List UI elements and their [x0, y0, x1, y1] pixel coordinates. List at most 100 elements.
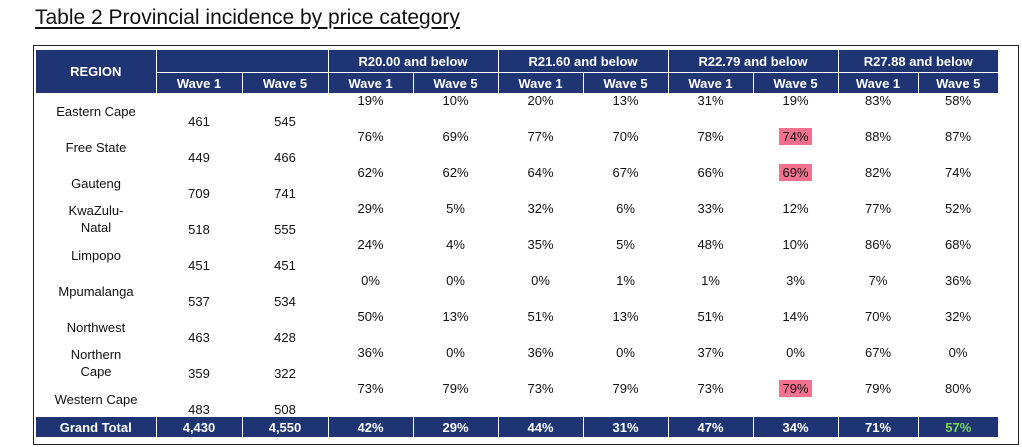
- percentage-cell: 1%: [616, 273, 635, 288]
- percentage-cell: 0%: [616, 345, 635, 360]
- table-row: Northern Cape 359 322 36% 0% 36% 0% 37% 0% 67% 0%: [36, 345, 998, 381]
- percentage-cell: 36%: [357, 345, 384, 360]
- percentage-cell: 4%: [446, 237, 465, 252]
- region-name-line: Northwest: [66, 319, 126, 335]
- wave1-header: Wave 1: [837, 72, 918, 93]
- population-cell: 537: [188, 294, 210, 309]
- provincial-incidence-table: REGION R20.00 and below R21.60 and below…: [36, 50, 998, 437]
- wave1-header: Wave 1: [497, 72, 583, 93]
- population-cell: 545: [274, 114, 296, 129]
- table-row: KwaZulu- Natal 518 555 29% 5% 32% 6% 33% 12% 77% 52…: [36, 201, 998, 237]
- table-row: Gauteng 709 741 62% 62% 64% 67% 66% 69% 82% 74%: [36, 164, 998, 201]
- population-cell: 451: [274, 258, 296, 273]
- percentage-cell: 36%: [944, 273, 972, 288]
- percentage-cell: 62%: [357, 165, 384, 180]
- population-cell: 463: [188, 330, 210, 345]
- percentage-cell: 29%: [357, 201, 384, 216]
- total-cell: 4,550: [241, 417, 328, 437]
- percentage-cell: 33%: [697, 201, 724, 216]
- percentage-cell: 19%: [782, 93, 809, 108]
- percentage-cell: 80%: [944, 381, 972, 396]
- percentage-cell: 70%: [864, 309, 892, 324]
- table-row: Northwest 463 428 50% 13% 51% 13% 51% 14% 70% 32%: [36, 309, 998, 345]
- percentage-cell: 1%: [701, 273, 720, 288]
- percentage-cell: 51%: [527, 309, 554, 324]
- percentage-cell: 79%: [612, 381, 639, 396]
- percentage-cell: 52%: [944, 201, 972, 216]
- percentage-cell: 62%: [442, 165, 469, 180]
- table-row: Limpopo 451 451 24% 4% 35% 5% 48% 10% 86% 68%: [36, 237, 998, 273]
- group-header: R21.60 and below: [497, 50, 668, 73]
- region-cell: Mpumalanga: [36, 273, 156, 309]
- population-cell: 555: [274, 222, 296, 237]
- region-header: REGION: [36, 50, 156, 93]
- percentage-cell: 67%: [612, 165, 639, 180]
- percentage-cell: 32%: [527, 201, 554, 216]
- population-cell: 449: [188, 150, 210, 165]
- total-cell: 44%: [497, 417, 583, 437]
- percentage-cell: 20%: [527, 93, 554, 108]
- region-name-line: Natal: [80, 220, 112, 235]
- wave1-header: Wave 1: [327, 72, 413, 93]
- region-cell: KwaZulu- Natal: [36, 201, 156, 237]
- region-cell: Free State: [36, 129, 156, 165]
- region-name-line: Limpopo: [71, 247, 121, 263]
- percentage-cell: 83%: [864, 93, 892, 108]
- region-cell: Gauteng: [36, 165, 156, 201]
- percentage-cell: 35%: [527, 237, 554, 252]
- percentage-cell: 13%: [442, 309, 469, 324]
- total-cell: 4,430: [155, 417, 242, 437]
- percentage-cell: 58%: [944, 93, 972, 108]
- percentage-cell: 48%: [697, 237, 724, 252]
- percentage-cell-highlighted: 69%: [753, 164, 838, 201]
- percentage-cell: 73%: [357, 381, 384, 396]
- percentage-cell: 73%: [697, 381, 724, 396]
- percentage-cell: 67%: [864, 345, 892, 360]
- population-cell: 709: [188, 186, 210, 201]
- total-cell: 31%: [582, 417, 668, 437]
- population-cell: 466: [274, 150, 296, 165]
- wave5-header: Wave 5: [241, 72, 328, 93]
- region-name-line: Mpumalanga: [58, 283, 134, 299]
- percentage-cell: 76%: [357, 129, 384, 144]
- total-cell: 71%: [837, 417, 918, 437]
- group-header: R20.00 and below: [327, 50, 498, 73]
- percentage-cell: 0%: [361, 273, 380, 288]
- wave5-header: Wave 5: [917, 72, 998, 93]
- percentage-cell: 68%: [944, 237, 972, 252]
- percentage-cell: 70%: [612, 129, 639, 144]
- wave5-header: Wave 5: [752, 72, 838, 93]
- percentage-cell: 13%: [612, 309, 639, 324]
- percentage-cell-highlighted: 79%: [753, 380, 838, 417]
- percentage-cell: 13%: [612, 93, 639, 108]
- table-title: Table 2 Provincial incidence by price ca…: [35, 6, 460, 29]
- region-cell: Limpopo: [36, 237, 156, 273]
- percentage-cell: 0%: [948, 345, 968, 360]
- population-cell: 322: [274, 366, 296, 381]
- population-cell: 534: [274, 294, 296, 309]
- group-header: R27.88 and below: [837, 50, 998, 73]
- percentage-cell: 6%: [616, 201, 635, 216]
- percentage-cell: 79%: [864, 381, 892, 396]
- percentage-cell: 0%: [531, 273, 550, 288]
- percentage-cell: 77%: [864, 201, 892, 216]
- population-cell: 359: [188, 366, 210, 381]
- percentage-cell: 7%: [868, 273, 888, 288]
- percentage-cell: 88%: [864, 129, 892, 144]
- grand-total-row: Grand Total 4,430 4,550 42% 29% 44% 31% …: [36, 417, 998, 437]
- region-name-line: KwaZulu-: [68, 203, 124, 218]
- percentage-cell: 37%: [697, 345, 724, 360]
- percentage-cell: 10%: [782, 237, 809, 252]
- region-cell: Eastern Cape: [36, 93, 156, 129]
- percentage-cell: 10%: [442, 93, 469, 108]
- population-cell: 741: [274, 186, 296, 201]
- table-body: Eastern Cape 461 545 19% 10% 20% 13% 31% 19% 83% 5…: [36, 93, 998, 417]
- wave5-header: Wave 5: [582, 72, 668, 93]
- percentage-cell: 82%: [864, 165, 892, 180]
- percentage-cell: 74%: [944, 165, 972, 180]
- header-row-groups: REGION R20.00 and below R21.60 and below…: [36, 50, 998, 93]
- table-row: Mpumalanga 537 534 0% 0% 0% 1% 1% 3% 7% 36%: [36, 273, 998, 309]
- region-name-line: Gauteng: [71, 175, 121, 191]
- percentage-cell: 73%: [527, 381, 554, 396]
- population-cell: 483: [188, 402, 210, 417]
